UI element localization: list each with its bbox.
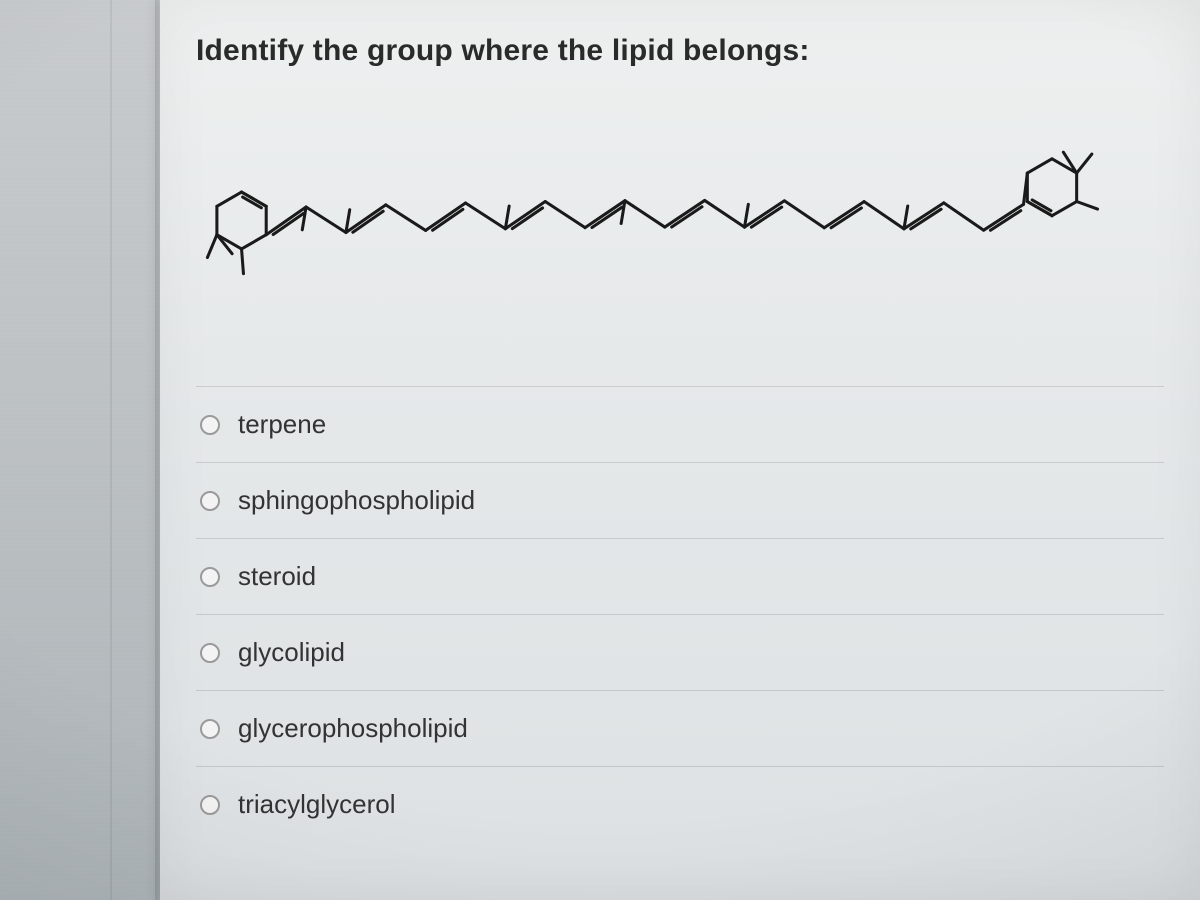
option-glycerophospholipid[interactable]: glycerophospholipid [196,690,1164,766]
radio-icon[interactable] [200,719,220,739]
radio-icon[interactable] [200,491,220,511]
radio-icon[interactable] [200,567,220,587]
quiz-screenshot: Identify the group where the lipid belon… [0,0,1200,900]
radio-icon[interactable] [200,795,220,815]
question-card: Identify the group where the lipid belon… [160,0,1200,900]
option-label: steroid [238,561,316,592]
option-label: glycolipid [238,637,345,668]
option-label: sphingophospholipid [238,485,475,516]
option-glycolipid[interactable]: glycolipid [196,614,1164,690]
chemical-structure [196,96,1164,326]
chemical-structure-svg [196,96,1164,326]
option-label: glycerophospholipid [238,713,468,744]
option-sphingophospholipid[interactable]: sphingophospholipid [196,462,1164,538]
radio-icon[interactable] [200,643,220,663]
option-label: terpene [238,409,326,440]
question-prompt: Identify the group where the lipid belon… [196,34,1164,68]
option-terpene[interactable]: terpene [196,386,1164,462]
radio-icon[interactable] [200,415,220,435]
margin-guide [110,0,112,900]
answer-options: terpene sphingophospholipid steroid glyc… [196,386,1164,842]
option-triacylglycerol[interactable]: triacylglycerol [196,766,1164,842]
option-label: triacylglycerol [238,789,396,820]
option-steroid[interactable]: steroid [196,538,1164,614]
